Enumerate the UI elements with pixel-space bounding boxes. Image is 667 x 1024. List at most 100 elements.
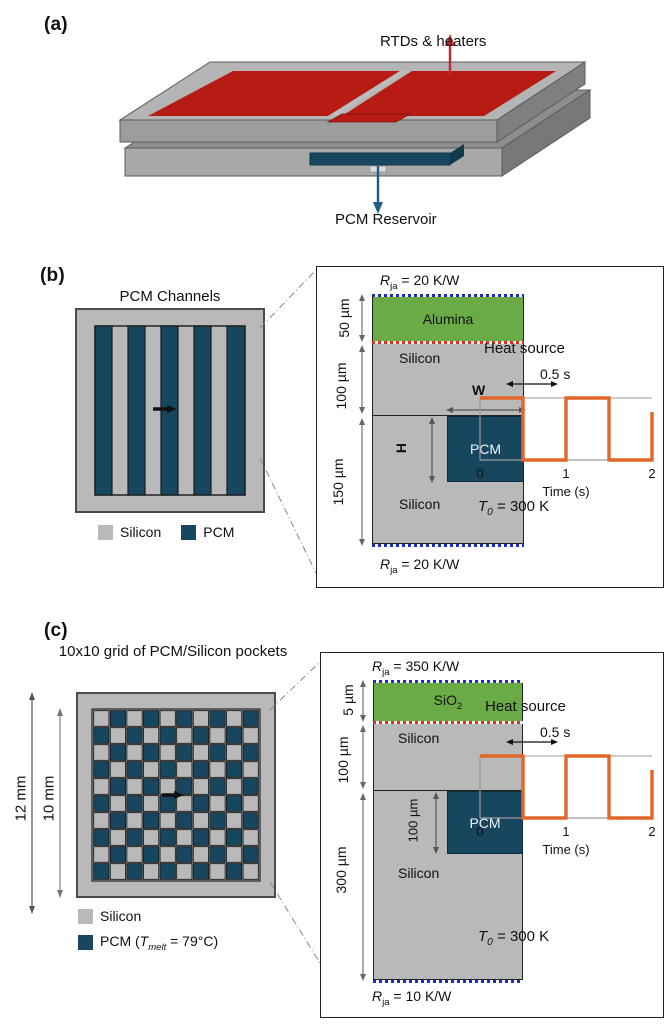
heater-bridge [326, 113, 412, 123]
slab-upper-side [496, 61, 586, 143]
rtd-arrow-head [445, 34, 455, 46]
panel-c-legend: Silicon PCM (Tmelt = 79°C) [78, 908, 218, 953]
checker-cell [225, 710, 243, 727]
checker-cell [192, 744, 210, 761]
checker-cell [242, 761, 259, 778]
checker-cell [209, 795, 226, 812]
pcm-height-arrow-c [433, 792, 439, 854]
layer-silicon-lower-label-c: Silicon [398, 865, 440, 881]
heat-source-interface-c [373, 721, 523, 724]
pcm-arrow-head [373, 202, 383, 214]
checker-cell [142, 761, 160, 778]
checker-cell [192, 795, 210, 812]
dim-12mm-label: 12 mm [12, 775, 30, 822]
checker-cell [93, 727, 110, 744]
panel-c-rja-top: Rja = 350 K/W [372, 658, 459, 678]
panel-a-top-label: RTDs & heaters [380, 33, 487, 50]
rja-bot-sub-c: ja [382, 996, 390, 1008]
slab-lower-side [501, 89, 591, 177]
checker-cell [225, 727, 243, 744]
t0-sub-b: 0 [487, 507, 493, 518]
checker-cell [225, 863, 243, 880]
pcm-pockets-plan-view [76, 692, 276, 898]
t0-symbol-c: T [478, 928, 488, 945]
checker-cell [142, 812, 160, 829]
layer-alumina: Alumina [372, 297, 524, 341]
checker-cell [176, 761, 193, 778]
pcm-reservoir-strip [309, 152, 451, 166]
checker-cell [159, 727, 176, 744]
checker-cell [192, 778, 210, 795]
checker-cell [93, 778, 110, 795]
rja-bot-symbol-c: R [372, 988, 383, 1004]
checker-cell [192, 846, 210, 863]
checker-cell [242, 846, 259, 863]
panel-c-stack: SiO2 Silicon Silicon PCM 100 µm [373, 680, 523, 983]
checker-cell [192, 727, 210, 744]
checker-cell [176, 863, 193, 880]
layer-silicon-upper-label: Silicon [399, 350, 441, 366]
rja-top-symbol: R [380, 272, 391, 288]
checker-cell [192, 761, 210, 778]
dim-10mm-label: 10 mm [40, 775, 58, 822]
checker-cell [225, 812, 243, 829]
dim-5um-c: 5 µm [340, 684, 356, 716]
checker-cell [209, 744, 226, 761]
checker-cell [109, 812, 127, 829]
xtick-0: 0 [476, 466, 483, 481]
chart-xlabel-c: Time (s) [542, 842, 589, 857]
checker-cell [126, 761, 143, 778]
checker-cell [225, 761, 243, 778]
legend-label-silicon-c: Silicon [100, 908, 142, 924]
xtick-2: 2 [648, 466, 655, 481]
checker-cell [93, 710, 110, 727]
checker-cell [109, 829, 127, 846]
panel-c-dimension-arrows [360, 680, 366, 981]
legend-item-silicon-c: Silicon [78, 908, 218, 924]
pcm-pocket-c: PCM [447, 791, 523, 854]
panel-c-rja-bottom: Rja = 10 K/W [372, 988, 451, 1008]
checker-cell [242, 778, 259, 795]
checker-cell [209, 812, 226, 829]
panel-c-ambient-temp: T0 = 300 K [478, 928, 549, 948]
rja-bot-sub: ja [390, 564, 398, 576]
xtick-1-c: 1 [562, 824, 569, 839]
dim-10mm-arrow [57, 708, 63, 898]
heater-pad-right [342, 71, 556, 116]
panel-b-rja-top: Rja = 20 K/W [380, 272, 459, 292]
checker-cell [225, 778, 243, 795]
xtick-1: 1 [562, 466, 569, 481]
layer-silicon-upper-label-c: Silicon [398, 730, 440, 746]
zoom-indicator-arrow [167, 405, 177, 413]
boundary-top-dashed-c [373, 680, 523, 683]
checker-cell [209, 829, 226, 846]
checker-cell [209, 778, 226, 795]
height-arrow [429, 417, 435, 483]
zoom-indicator-arrow-c [174, 791, 184, 799]
layer-alumina-label: Alumina [422, 311, 474, 327]
panel-b-period-label: 0.5 s [540, 366, 571, 382]
checker-cell [242, 829, 259, 846]
legend-item-silicon: Silicon [98, 524, 161, 540]
panel-b-heat-source-title: Heat source [484, 340, 565, 357]
checker-cell [126, 863, 143, 880]
checker-cell [192, 829, 210, 846]
checker-cell [142, 744, 160, 761]
checker-cell [93, 761, 110, 778]
checker-cell [176, 812, 193, 829]
checker-cell [109, 761, 127, 778]
checker-cell [225, 744, 243, 761]
checker-cell [242, 863, 259, 880]
panel-a-letter: (a) [44, 14, 68, 35]
checker-cell [192, 863, 210, 880]
panel-a-bottom-label: PCM Reservoir [335, 211, 437, 228]
rja-top-sub: ja [390, 280, 398, 292]
checker-cell [176, 744, 193, 761]
checker-cell [176, 846, 193, 863]
slab-upper-front [119, 119, 498, 143]
panel-c-heat-source-title: Heat source [485, 698, 566, 715]
panel-c-period-label: 0.5 s [540, 724, 571, 740]
layer-silicon-upper: Silicon [372, 344, 524, 415]
checker-cell [109, 863, 127, 880]
pcm-channels-plan-view [75, 308, 265, 513]
